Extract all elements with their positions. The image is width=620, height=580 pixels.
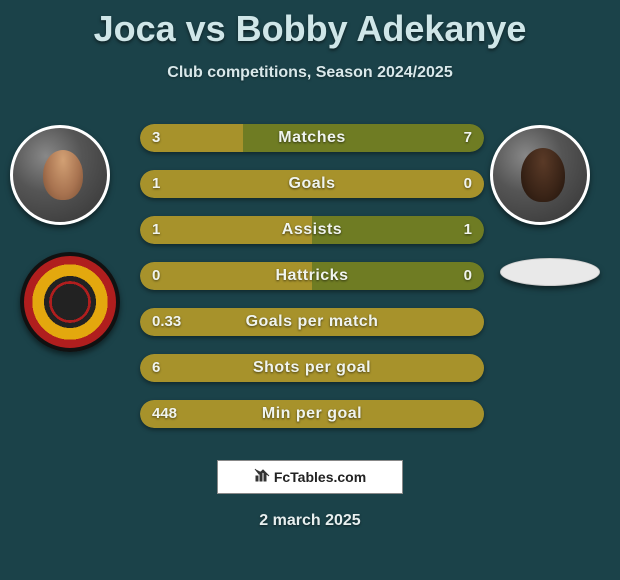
stat-value-left: 6 [152,354,160,382]
stat-value-left: 1 [152,216,160,244]
stat-label: Min per goal [140,400,484,428]
stat-value-right: 0 [464,262,472,290]
stat-row: Assists1 1 [140,216,484,244]
player-left-avatar [10,125,110,225]
stat-row: Shots per goal6 [140,354,484,382]
stat-label: Hattricks [140,262,484,290]
stat-row: Hattricks0 0 [140,262,484,290]
stat-value-left: 1 [152,170,160,198]
stat-row: Goals1 0 [140,170,484,198]
stat-label: Shots per goal [140,354,484,382]
stat-value-left: 3 [152,124,160,152]
club-left-badge [20,252,120,352]
page-title: Joca vs Bobby Adekanye [0,0,620,50]
stat-row: Goals per match0.33 [140,308,484,336]
stat-bars-container: Matches37Goals10Assists11Hattricks00Goal… [140,124,484,446]
stat-label: Goals per match [140,308,484,336]
page-subtitle: Club competitions, Season 2024/2025 [0,64,620,82]
stat-value-right: 0 [464,170,472,198]
stat-label: Assists [140,216,484,244]
stat-label: Matches [140,124,484,152]
chart-icon [254,467,270,488]
club-right-badge [500,258,600,286]
stat-row: Min per goal448 [140,400,484,428]
stat-row: Matches3 7 [140,124,484,152]
stat-value-left: 0 [152,262,160,290]
stat-value-left: 0.33 [152,308,181,336]
player-right-avatar [490,125,590,225]
stat-value-left: 448 [152,400,177,428]
stat-label: Goals [140,170,484,198]
stat-value-right: 7 [464,124,472,152]
footer-brand-box: FcTables.com [217,460,403,494]
date-text: 2 march 2025 [0,512,620,530]
footer-brand-text: FcTables.com [274,469,366,485]
stat-value-right: 1 [464,216,472,244]
